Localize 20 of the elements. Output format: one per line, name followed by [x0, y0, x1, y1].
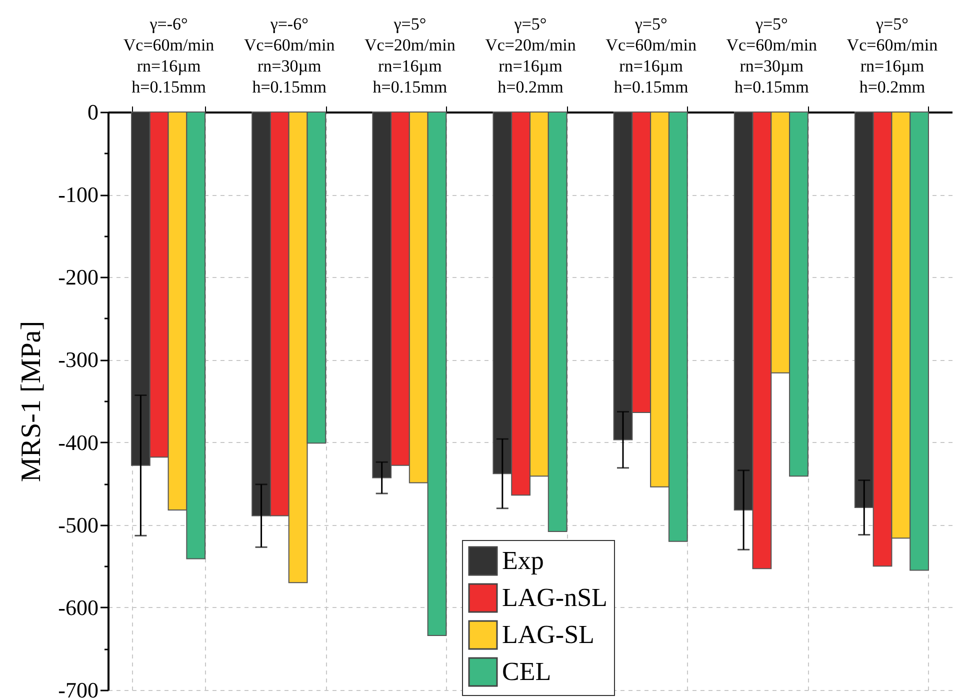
y-tick-label: -100	[58, 182, 98, 208]
y-tick-label: -400	[58, 430, 98, 455]
y-tick-label: -200	[58, 264, 98, 290]
x-tick-label: γ=5° Vc=20m/min rn=16µm h=0.15mm	[364, 14, 456, 96]
x-tick-label: γ=-6° Vc=60m/min rn=30µm h=0.15mm	[244, 14, 336, 96]
y-tick-label: -600	[58, 594, 98, 620]
x-tick-label: γ=-6° Vc=60m/min rn=16µm h=0.15mm	[123, 14, 215, 96]
legend-label: LAG-nSL	[502, 583, 608, 612]
x-tick-label: γ=5° Vc=60m/min rn=16µm h=0.2mm	[846, 14, 938, 96]
legend-label: CEL	[502, 657, 552, 686]
y-tick-label: 0	[88, 100, 98, 124]
x-tick-label: γ=5° Vc=60m/min rn=16µm h=0.15mm	[606, 14, 697, 96]
legend-label: LAG-SL	[502, 620, 594, 649]
y-axis-title: MRS-1 [MPa]	[16, 320, 48, 482]
legend-label: Exp	[502, 546, 544, 575]
y-tick-label: -300	[58, 347, 98, 372]
y-tick-label: -500	[58, 512, 98, 538]
x-tick-label: γ=5° Vc=20m/min rn=16µm h=0.2mm	[485, 14, 576, 96]
x-tick-label: γ=5° Vc=60m/min rn=30µm h=0.15mm	[726, 14, 818, 96]
y-tick-label: -700	[58, 678, 98, 700]
